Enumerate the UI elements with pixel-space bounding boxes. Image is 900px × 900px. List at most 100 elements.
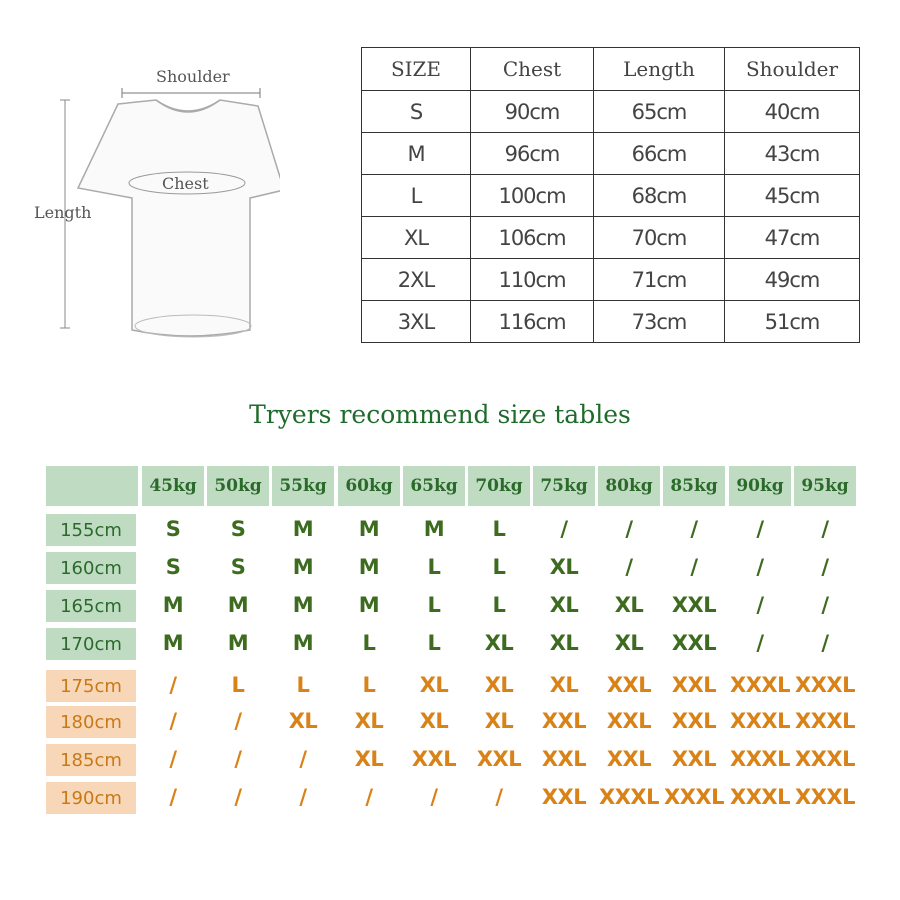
measurement-cell: 49cm	[724, 258, 860, 301]
recommended-size: L	[427, 593, 441, 617]
recommended-size: XXXL	[795, 785, 855, 809]
recommended-size: L	[492, 555, 506, 579]
recommended-size: M	[423, 517, 445, 541]
table-row: XL 106cm 70cm 47cm	[361, 216, 860, 259]
recommended-size: M	[292, 517, 314, 541]
weight-header: 80kg	[598, 466, 660, 506]
measurement-cell: 110cm	[470, 258, 594, 301]
recommended-size: /	[625, 517, 633, 541]
recommended-size: /	[821, 555, 829, 579]
recommended-size: L	[362, 673, 376, 697]
weight-header: 75kg	[533, 466, 595, 506]
recommended-size: /	[365, 785, 373, 809]
recommended-size: XXL	[606, 747, 652, 771]
weight-header: 45kg	[142, 466, 204, 506]
recommended-size: XL	[549, 593, 579, 617]
recommended-size: S	[165, 517, 181, 541]
recommended-size: /	[821, 593, 829, 617]
recommended-size: XXXL	[795, 673, 855, 697]
recommended-size: XL	[419, 673, 449, 697]
measurement-cell: 96cm	[470, 132, 594, 175]
measurement-cell: 73cm	[593, 300, 725, 343]
recommended-size: XL	[419, 709, 449, 733]
size-table-header: Shoulder	[724, 47, 860, 91]
table-row: L 100cm 68cm 45cm	[361, 174, 860, 217]
recommended-size: XL	[484, 673, 514, 697]
recommended-size: XXXL	[730, 785, 790, 809]
weight-header: 95kg	[794, 466, 856, 506]
size-cell: S	[361, 90, 471, 133]
recommended-size: /	[690, 555, 698, 579]
recommended-size: M	[358, 555, 380, 579]
measurement-cell: 40cm	[724, 90, 860, 133]
recommended-size: /	[234, 709, 242, 733]
height-label: 185cm	[46, 744, 136, 776]
recommended-size: /	[821, 517, 829, 541]
measurement-cell: 90cm	[470, 90, 594, 133]
recommended-size: XL	[354, 747, 384, 771]
size-measurement-table: SIZE Chest Length Shoulder S 90cm 65cm 40cm…	[361, 47, 860, 343]
recommended-size: /	[169, 785, 177, 809]
recommended-size: /	[299, 785, 307, 809]
size-table-header-row: SIZE Chest Length Shoulder	[361, 47, 860, 91]
recommended-size: L	[362, 631, 376, 655]
recommended-size: XXL	[606, 709, 652, 733]
table-row: M 96cm 66cm 43cm	[361, 132, 860, 175]
recommended-size: XXXL	[730, 709, 790, 733]
recommended-size: XL	[484, 709, 514, 733]
measurement-cell: 70cm	[593, 216, 725, 259]
recommended-size: S	[230, 555, 246, 579]
length-label: Length	[34, 203, 92, 222]
recommended-size: M	[162, 631, 184, 655]
recommended-size: XXL	[606, 673, 652, 697]
recommended-size: XXL	[671, 593, 717, 617]
recommended-size: XXL	[541, 747, 587, 771]
recommended-size: XXXL	[664, 785, 724, 809]
recommended-size: /	[560, 517, 568, 541]
recommended-size: L	[427, 555, 441, 579]
recommended-size: XXXL	[599, 785, 659, 809]
recommended-size: /	[234, 747, 242, 771]
measurement-cell: 43cm	[724, 132, 860, 175]
weight-header: 90kg	[729, 466, 791, 506]
table-row: 2XL 110cm 71cm 49cm	[361, 258, 860, 301]
size-cell: M	[361, 132, 471, 175]
measurement-cell: 116cm	[470, 300, 594, 343]
recommended-size: XXL	[671, 673, 717, 697]
size-cell: XL	[361, 216, 471, 259]
recommended-size: /	[821, 631, 829, 655]
recommended-size: XXL	[671, 747, 717, 771]
recommended-size: M	[292, 631, 314, 655]
measurement-cell: 51cm	[724, 300, 860, 343]
recommended-size: L	[231, 673, 245, 697]
recommended-size: /	[756, 593, 764, 617]
recommended-size: XL	[614, 593, 644, 617]
recommended-size: /	[169, 673, 177, 697]
recommended-size: XXXL	[795, 709, 855, 733]
recommended-size: M	[162, 593, 184, 617]
height-label: 190cm	[46, 782, 136, 814]
recommended-size: XXL	[411, 747, 457, 771]
size-table-header: SIZE	[361, 47, 471, 91]
weight-header: 65kg	[403, 466, 465, 506]
recommended-size: XXL	[541, 709, 587, 733]
size-cell: L	[361, 174, 471, 217]
shoulder-label: Shoulder	[156, 67, 230, 86]
weight-header: 85kg	[663, 466, 725, 506]
recommended-size: /	[169, 709, 177, 733]
recommend-title: Tryers recommend size tables	[249, 400, 631, 429]
recommended-size: M	[292, 555, 314, 579]
recommended-size: /	[625, 555, 633, 579]
recommended-size: S	[230, 517, 246, 541]
size-cell: 3XL	[361, 300, 471, 343]
recommended-size: XXXL	[730, 673, 790, 697]
measurement-cell: 68cm	[593, 174, 725, 217]
recommended-size: XXL	[541, 785, 587, 809]
size-cell: 2XL	[361, 258, 471, 301]
measurement-cell: 100cm	[470, 174, 594, 217]
recommended-size: M	[227, 593, 249, 617]
recommended-size: /	[690, 517, 698, 541]
recommended-size: M	[358, 593, 380, 617]
recommended-size: XXL	[671, 709, 717, 733]
table-row: S 90cm 65cm 40cm	[361, 90, 860, 133]
